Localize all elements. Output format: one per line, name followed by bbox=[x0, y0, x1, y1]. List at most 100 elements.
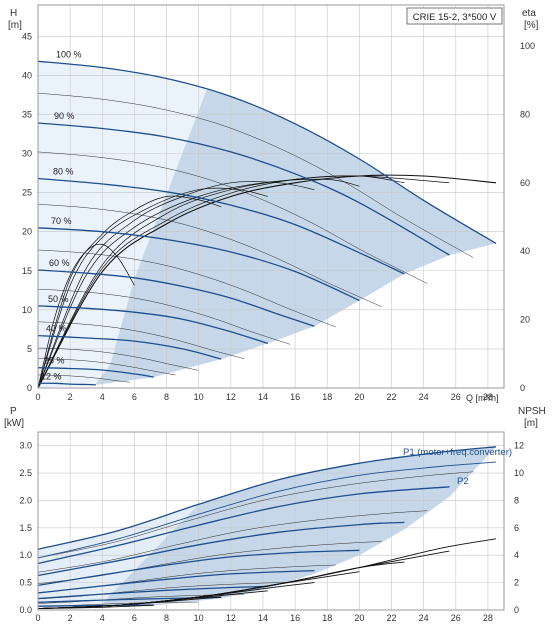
flow-axis-label: Q [m³/h] bbox=[466, 393, 499, 403]
flow-tick-label: 20 bbox=[354, 392, 364, 402]
power-flow-tick-label: 24 bbox=[419, 613, 429, 623]
efficiency-curve bbox=[37, 195, 222, 389]
head-tick-label: 45 bbox=[22, 31, 32, 41]
npsh-curve bbox=[37, 604, 154, 610]
speed-label: 90 % bbox=[54, 111, 75, 121]
p1-curve bbox=[37, 486, 450, 565]
power-flow-tick-label: 14 bbox=[258, 613, 268, 623]
thin-power-curve bbox=[37, 510, 428, 573]
p1-curve bbox=[37, 604, 154, 607]
flow-tick-label: 0 bbox=[35, 392, 40, 402]
head-curve bbox=[37, 177, 405, 275]
power-flow-tick-label: 10 bbox=[194, 613, 204, 623]
thin-head-curve bbox=[37, 374, 130, 383]
head-tick-label: 10 bbox=[22, 305, 32, 315]
npsh-axis-label: NPSH bbox=[518, 406, 546, 417]
p1-curve bbox=[37, 569, 315, 594]
head-tick-label: 25 bbox=[22, 188, 32, 198]
power-flow-tick-label: 0 bbox=[35, 613, 40, 623]
power-flow-tick-label: 4 bbox=[100, 613, 105, 623]
flow-tick-label: 14 bbox=[258, 392, 268, 402]
power-tick-label: 2.0 bbox=[19, 495, 32, 505]
p1-curve bbox=[37, 446, 497, 550]
head-tick-label: 0 bbox=[27, 383, 32, 393]
thin-head-curve bbox=[37, 347, 199, 371]
flow-tick-label: 6 bbox=[132, 392, 137, 402]
npsh-tick-label: 10 bbox=[514, 468, 524, 478]
thin-head-curve bbox=[37, 249, 336, 328]
speed-label: 80 % bbox=[53, 167, 74, 177]
flow-tick-label: 8 bbox=[164, 392, 169, 402]
head-tick-label: 30 bbox=[22, 149, 32, 159]
flow-tick-label: 22 bbox=[387, 392, 397, 402]
eta-axis-unit: [%] bbox=[524, 20, 539, 31]
speed-label: 70 % bbox=[51, 216, 72, 226]
efficiency-curve bbox=[37, 187, 268, 389]
eta-tick-label: 60 bbox=[520, 178, 530, 188]
thin-head-curve bbox=[37, 203, 382, 307]
eta-tick-label: 40 bbox=[520, 246, 530, 256]
power-operating-area-dark bbox=[102, 446, 496, 606]
power-flow-tick-label: 12 bbox=[226, 613, 236, 623]
power-tick-label: 0.0 bbox=[19, 605, 32, 615]
power-flow-tick-label: 28 bbox=[483, 613, 493, 623]
head-curve bbox=[37, 227, 360, 302]
head-axis-unit: [m] bbox=[8, 20, 22, 31]
power-flow-tick-label: 18 bbox=[322, 613, 332, 623]
flow-tick-label: 28 bbox=[483, 392, 493, 402]
power-flow-tick-label: 16 bbox=[290, 613, 300, 623]
thin-head-curve bbox=[37, 92, 474, 258]
head-tick-label: 20 bbox=[22, 227, 32, 237]
p2-series-label: P2 bbox=[457, 476, 469, 487]
efficiency-curve bbox=[37, 243, 135, 389]
npsh-axis-unit: [m] bbox=[524, 418, 538, 429]
efficiency-curve bbox=[37, 178, 360, 389]
flow-tick-label: 4 bbox=[100, 392, 105, 402]
npsh-tick-label: 4 bbox=[514, 550, 519, 560]
p1-curve bbox=[37, 521, 405, 577]
eta-tick-label: 0 bbox=[520, 383, 525, 393]
head-curve bbox=[37, 305, 268, 345]
npsh-tick-label: 0 bbox=[514, 605, 519, 615]
speed-label: 100 % bbox=[56, 49, 82, 59]
flow-tick-label: 2 bbox=[68, 392, 73, 402]
power-tick-label: 1.5 bbox=[19, 523, 32, 533]
npsh-tick-label: 12 bbox=[514, 441, 524, 451]
flow-tick-label: 26 bbox=[451, 392, 461, 402]
power-flow-tick-label: 20 bbox=[354, 613, 364, 623]
thin-power-curve bbox=[37, 471, 474, 559]
p1-series-label: P1 (motor+freq.converter) bbox=[403, 447, 512, 458]
efficiency-curve bbox=[37, 175, 405, 389]
npsh-tick-label: 6 bbox=[514, 523, 519, 533]
head-tick-label: 5 bbox=[27, 344, 32, 354]
speed-label: 25 % bbox=[44, 356, 65, 366]
npsh-tick-label: 2 bbox=[514, 578, 519, 588]
head-curve bbox=[37, 367, 154, 378]
head-tick-label: 15 bbox=[22, 266, 32, 276]
chart-title: CRIE 15-2, 3*500 V bbox=[413, 12, 497, 23]
eta-axis-label: eta bbox=[522, 8, 536, 19]
power-tick-label: 1.0 bbox=[19, 550, 32, 560]
speed-label: 40 % bbox=[46, 324, 67, 334]
eta-tick-label: 20 bbox=[520, 315, 530, 325]
power-flow-tick-label: 26 bbox=[451, 613, 461, 623]
power-flow-tick-label: 2 bbox=[68, 613, 73, 623]
head-axis-label: H bbox=[10, 8, 17, 19]
power-flow-tick-label: 22 bbox=[387, 613, 397, 623]
flow-tick-label: 16 bbox=[290, 392, 300, 402]
p2-curve bbox=[37, 461, 497, 559]
head-tick-label: 35 bbox=[22, 109, 32, 119]
speed-label: 12 % bbox=[41, 371, 62, 381]
power-flow-tick-label: 6 bbox=[132, 613, 137, 623]
power-axis-unit: [kW] bbox=[4, 418, 24, 429]
npsh-tick-label: 8 bbox=[514, 495, 519, 505]
power-tick-label: 0.5 bbox=[19, 578, 32, 588]
efficiency-curve bbox=[37, 181, 315, 389]
eta-tick-label: 100 bbox=[520, 41, 535, 51]
thin-head-curve bbox=[37, 358, 176, 376]
eta-tick-label: 80 bbox=[520, 109, 530, 119]
head-curve bbox=[37, 60, 497, 244]
head-curve bbox=[37, 334, 222, 360]
head-curve bbox=[37, 269, 315, 327]
